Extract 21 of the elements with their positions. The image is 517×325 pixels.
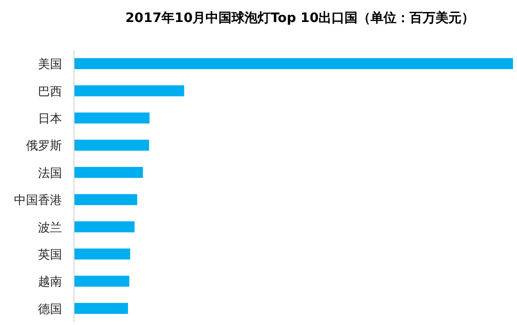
y-tick-label: 巴西: [38, 84, 62, 98]
y-tick-label: 法国: [38, 166, 62, 180]
bar: [74, 58, 513, 70]
y-tick-label: 波兰: [38, 220, 62, 234]
y-tick-label: 越南: [38, 274, 62, 289]
bar: [74, 248, 130, 260]
y-tick-label: 德国: [38, 302, 62, 316]
bar: [74, 85, 184, 96]
y-tick-label: 俄罗斯: [26, 138, 62, 153]
y-tick-label: 英国: [38, 248, 62, 262]
bar: [74, 276, 130, 287]
bar: [74, 221, 135, 232]
bar: [74, 166, 143, 178]
bar: [74, 302, 128, 314]
bar: [74, 140, 150, 151]
y-tick-label: 美国: [38, 57, 62, 72]
y-tick-label: 日本: [38, 112, 62, 126]
y-tick-label: 中国香港: [14, 193, 62, 208]
bar: [74, 112, 150, 124]
chart-title: 2017年10月中国球泡灯Top 10出口国（单位：百万美元）: [125, 10, 475, 26]
bar: [74, 194, 138, 206]
